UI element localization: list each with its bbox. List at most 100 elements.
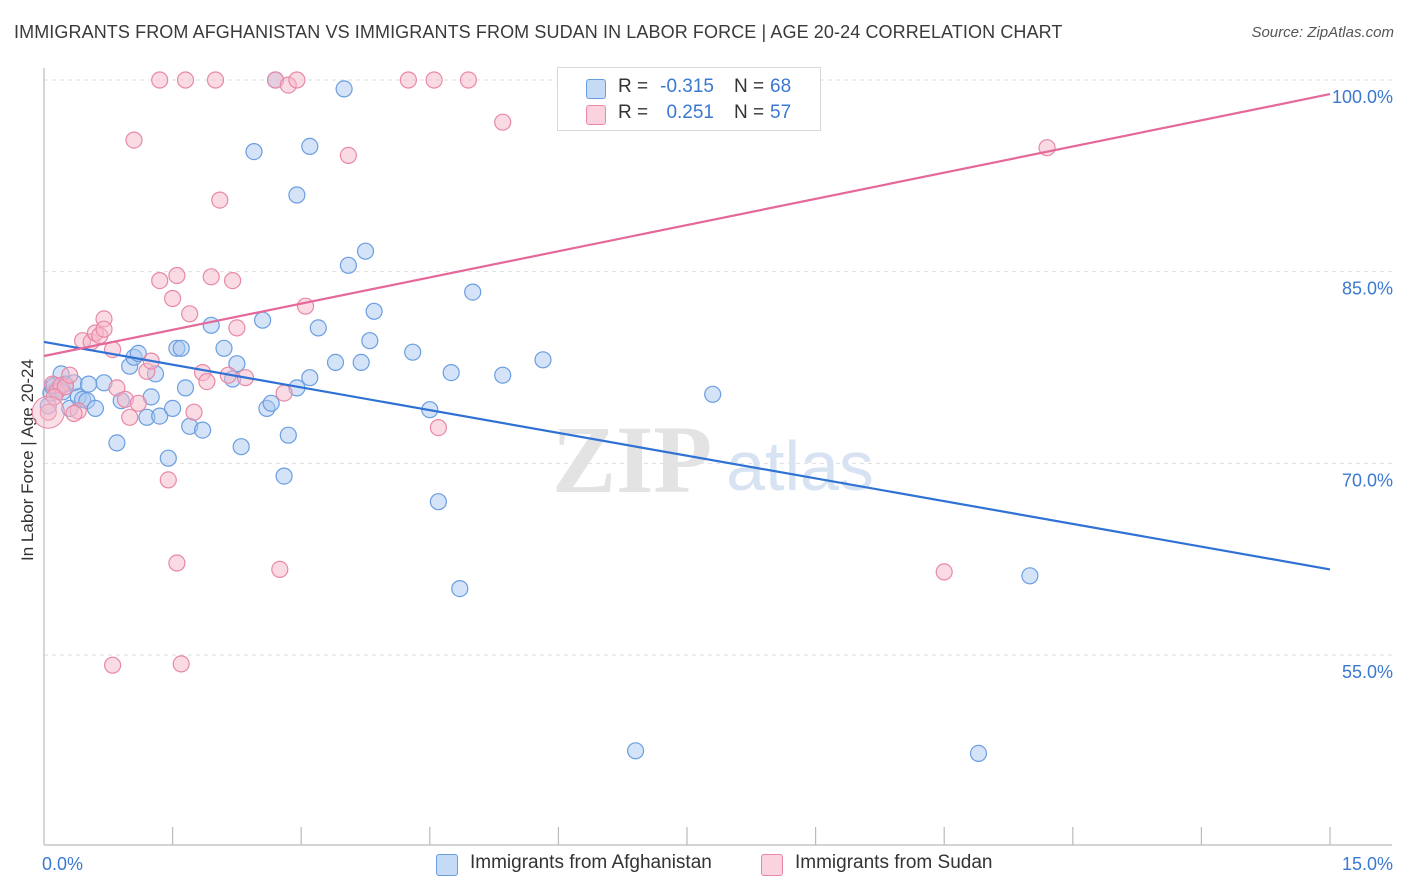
y-tick-label: 100.0% [1332, 87, 1393, 107]
sudan-point [399, 71, 417, 89]
afghanistan-point [442, 364, 460, 382]
tick-labels: 100.0% 85.0% 70.0% 55.0% 0.0% 15.0% [42, 87, 1393, 874]
afghanistan-point [361, 332, 379, 350]
sudan-point [168, 266, 186, 285]
afghanistan-point [108, 434, 126, 452]
afghanistan-point [262, 394, 280, 412]
sudan-point [176, 71, 195, 89]
y-tick-label: 85.0% [1342, 279, 1393, 299]
afghanistan-point [245, 143, 263, 161]
sudan-point [172, 655, 190, 673]
afghanistan-legend-swatch [436, 854, 458, 876]
legend-label: Immigrants from Afghanistan [470, 852, 712, 873]
sudan-point [65, 404, 83, 423]
sudan-legend-swatch [761, 854, 783, 876]
afghanistan-point [159, 449, 177, 467]
afghanistan-point [301, 369, 319, 387]
afghanistan-point [352, 353, 370, 371]
sudan-point [95, 320, 113, 338]
sudan-point [168, 554, 186, 572]
n-value: 57 [770, 102, 792, 123]
afghanistan-point [626, 742, 645, 760]
afghanistan-point [335, 80, 353, 98]
afghanistan-trend-line [43, 340, 1331, 571]
sudan-point [228, 319, 246, 337]
watermark-zip: ZIP [552, 406, 712, 513]
axes [43, 68, 1392, 846]
legend-label: Immigrants from Sudan [795, 852, 993, 873]
stats-legend: R = -0.315 N = 68 R = 0.251 N = 57 [557, 67, 821, 131]
afghanistan-point [86, 399, 105, 417]
afghanistan-point [429, 493, 447, 511]
afghanistan-point [494, 366, 512, 384]
source-label: Source: ZipAtlas.com [1251, 24, 1394, 41]
n-label: N = [734, 76, 765, 97]
sudan-point [108, 379, 126, 397]
sudan-point [103, 656, 122, 674]
afghanistan-point [79, 375, 98, 393]
afghanistan-point [172, 339, 190, 357]
afghanistan-point [279, 426, 297, 444]
afghanistan-point [215, 339, 233, 357]
sudan-point [271, 560, 289, 579]
afghanistan-point [232, 438, 250, 456]
y-tick-label: 70.0% [1342, 470, 1393, 490]
afghanistan-point [339, 256, 357, 274]
trend-lines [43, 93, 1331, 571]
r-value: 0.251 [666, 102, 714, 123]
sudan-point [198, 373, 216, 391]
afghanistan-point [151, 407, 169, 425]
afghanistan-swatch [586, 79, 606, 99]
afghanistan-point [326, 353, 345, 371]
sudan-trend-line [43, 93, 1331, 358]
afghanistan-point [176, 379, 195, 397]
afghanistan-point [969, 744, 988, 763]
sudan-point [181, 305, 199, 323]
sudan-point [224, 272, 242, 290]
series-legend: Immigrants from Afghanistan Immigrants f… [0, 852, 1406, 878]
sudan-point [275, 384, 293, 402]
n-value: 68 [770, 76, 792, 97]
sudan-point [185, 403, 203, 421]
r-label: R = [618, 76, 649, 97]
afghanistan-point [301, 137, 319, 155]
sudan-point [151, 272, 169, 290]
sudan-point [151, 71, 169, 89]
sudan-point [129, 394, 147, 412]
stats-row-afghanistan: R = -0.315 N = 68 [558, 76, 820, 102]
afghanistan-point [356, 242, 375, 260]
sudan-point [211, 191, 229, 209]
afghanistan-point [275, 467, 293, 485]
watermark: ZIP atlas [552, 406, 874, 513]
afghanistan-point [194, 421, 212, 439]
sudan-point [159, 471, 177, 489]
sudan-point [288, 71, 306, 89]
chart-title: IMMIGRANTS FROM AFGHANISTAN VS IMMIGRANT… [14, 22, 1063, 42]
afghanistan-point [254, 311, 272, 329]
sudan-point [206, 71, 225, 89]
grid-lines [44, 79, 1392, 656]
x-tick-label: 15.0% [1342, 854, 1393, 874]
sudan-point [125, 131, 143, 149]
sudan-point [935, 563, 953, 581]
afghanistan-point [228, 355, 246, 373]
r-label: R = [618, 102, 649, 123]
afghanistan-point [365, 302, 383, 320]
sudan-point [202, 268, 220, 286]
afghanistan-point [704, 385, 722, 403]
sudan-point [164, 289, 182, 308]
sudan-point [459, 71, 477, 89]
afghanistan-point [309, 319, 327, 337]
sudan-swatch [586, 105, 606, 125]
sudan-point [39, 403, 57, 421]
y-tick-label: 55.0% [1342, 662, 1393, 682]
afghanistan-point [464, 283, 482, 301]
sudan-point [339, 146, 357, 164]
afghanistan-point [288, 186, 306, 204]
sudan-point [31, 395, 65, 429]
sudan-point [61, 366, 79, 384]
sudan-point [494, 113, 512, 131]
sudan-point [121, 408, 139, 426]
r-value: -0.315 [660, 76, 714, 97]
